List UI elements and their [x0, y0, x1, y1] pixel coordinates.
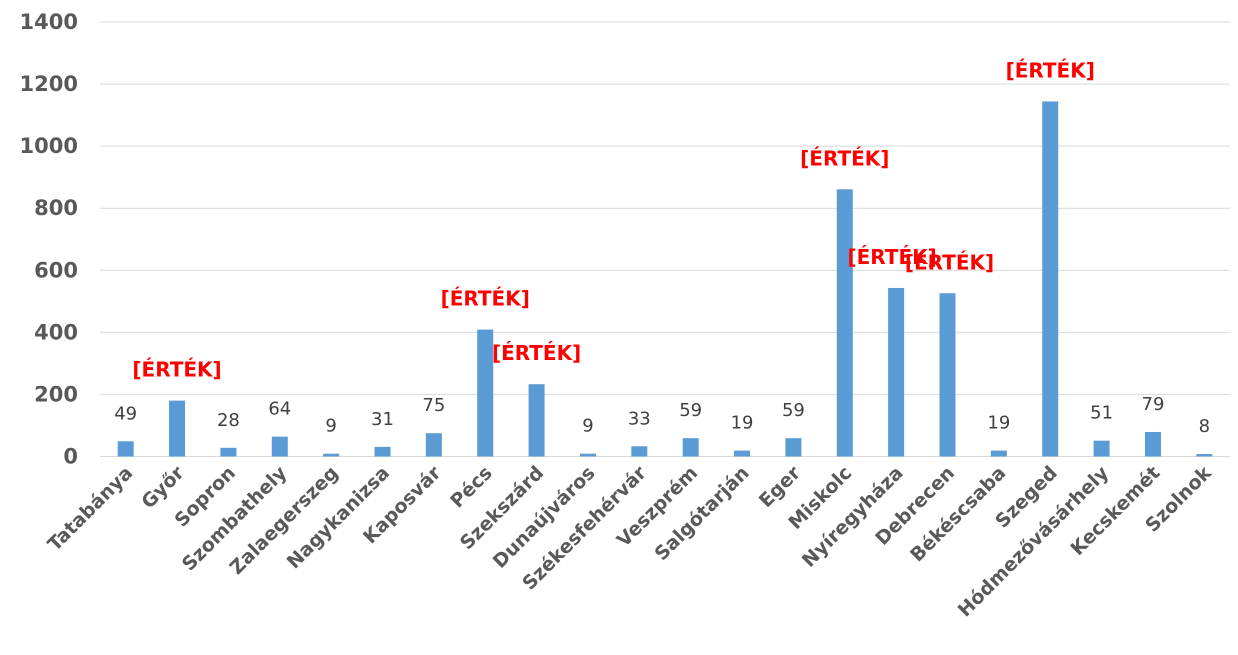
- y-tick-label: 400: [34, 320, 78, 344]
- bar: [1042, 101, 1059, 457]
- y-axis: 0 200 400 600 800 1000 1200 1400: [20, 10, 78, 469]
- data-label: 19: [987, 413, 1010, 434]
- bar: [271, 436, 288, 457]
- bar: [836, 189, 853, 457]
- bar: [888, 287, 905, 457]
- data-label: [ÉRTÉK]: [905, 250, 994, 274]
- bar: [990, 450, 1007, 457]
- gridlines: [100, 21, 1230, 457]
- bar: [734, 450, 751, 457]
- data-label: 64: [268, 399, 291, 420]
- data-label: 9: [325, 416, 336, 437]
- x-tick-label: Tatabánya: [44, 462, 138, 556]
- y-tick-label: 1400: [20, 10, 78, 34]
- data-label: [ÉRTÉK]: [848, 245, 937, 269]
- bar: [1196, 454, 1213, 457]
- bar: [682, 438, 699, 457]
- bar: [939, 293, 956, 457]
- data-label: [ÉRTÉK]: [492, 341, 581, 365]
- data-label: 79: [1142, 394, 1165, 415]
- bar: [631, 446, 648, 457]
- y-tick-label: 600: [34, 258, 78, 282]
- data-label: 19: [731, 413, 754, 434]
- data-label: 59: [679, 400, 702, 421]
- y-tick-label: 200: [34, 382, 78, 406]
- bar: [169, 400, 186, 457]
- data-label: 28: [217, 410, 240, 431]
- bar: [477, 329, 494, 457]
- data-label: 59: [782, 400, 805, 421]
- bar: [117, 441, 134, 457]
- data-label: 9: [582, 416, 593, 437]
- data-label: 8: [1199, 416, 1210, 437]
- data-label: 75: [422, 395, 445, 416]
- y-tick-label: 0: [63, 445, 78, 469]
- bar: [528, 384, 545, 457]
- bar: [785, 438, 802, 457]
- bar: [374, 446, 391, 457]
- bar: [220, 447, 237, 457]
- bars: [117, 101, 1213, 457]
- x-axis: Tatabánya GyőrSopronSzombathelyZalaegersz…: [44, 462, 1217, 622]
- bar: [1093, 440, 1110, 457]
- bar: [579, 453, 596, 457]
- bar: [323, 453, 340, 457]
- data-label: 49: [114, 403, 137, 424]
- x-tick-label: Kecskemét: [1066, 462, 1164, 560]
- y-tick-label: 800: [34, 196, 78, 220]
- y-tick-label: 1000: [20, 134, 78, 158]
- data-label: [ÉRTÉK]: [132, 358, 221, 382]
- bar: [1144, 431, 1161, 457]
- y-tick-label: 1200: [20, 72, 78, 96]
- data-label: 31: [371, 409, 394, 430]
- data-label: [ÉRTÉK]: [1006, 58, 1095, 82]
- data-label: [ÉRTÉK]: [800, 146, 889, 170]
- data-label: [ÉRTÉK]: [441, 287, 530, 311]
- bar: [425, 433, 442, 457]
- data-label: 33: [628, 408, 651, 429]
- data-label: 51: [1090, 403, 1113, 424]
